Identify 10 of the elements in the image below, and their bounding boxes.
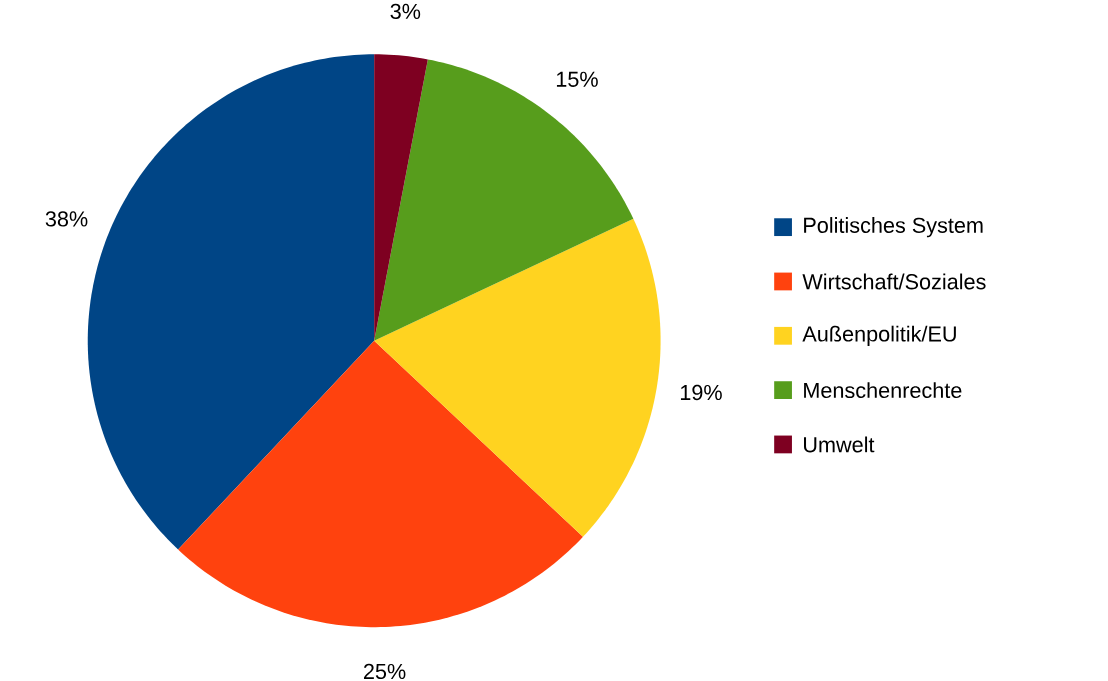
legend-label: Menschenrechte xyxy=(804,382,962,399)
data-label: 38% xyxy=(45,211,88,227)
data-label: 19% xyxy=(680,385,722,401)
legend-label: Politisches System xyxy=(804,217,983,238)
data-label: 25% xyxy=(363,664,406,680)
legend-label: Wirtschaft/Soziales xyxy=(802,273,986,290)
legend-label: Umwelt xyxy=(804,436,875,453)
legend-label: Außenpolitik/EU xyxy=(802,325,956,347)
data-label: 3% xyxy=(390,3,421,20)
data-label: 15% xyxy=(556,71,598,88)
